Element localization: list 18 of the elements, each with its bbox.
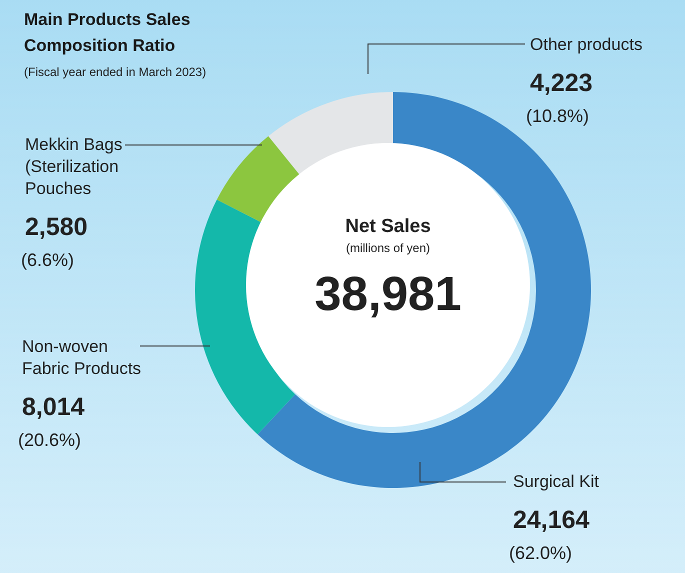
text: (10.8%) [526, 106, 590, 126]
slice-label: Surgical Kit [513, 472, 600, 491]
data-label: 4,223 [530, 69, 593, 97]
text: (62.0%) [509, 543, 572, 563]
donut-slice [195, 200, 296, 434]
slice-label: Non-woven Fabric Products [22, 337, 142, 378]
chart-title: Main Products Sales Composition Ratio [24, 10, 190, 55]
text: 38,981 [314, 268, 462, 321]
text: (20.6%) [18, 430, 82, 450]
slice-label: Mekkin Bags (Sterilization Pouches [25, 135, 122, 198]
text: (Fiscal year ended in March 2023) [24, 65, 206, 79]
data-label: 24,164 [513, 506, 590, 534]
text: (6.6%) [21, 250, 74, 270]
slice-label: Other products [530, 35, 642, 54]
data-label: 8,014 [22, 393, 85, 421]
text: Net Sales [345, 216, 431, 237]
text: (millions of yen) [346, 241, 430, 255]
data-label: 2,580 [25, 213, 88, 241]
